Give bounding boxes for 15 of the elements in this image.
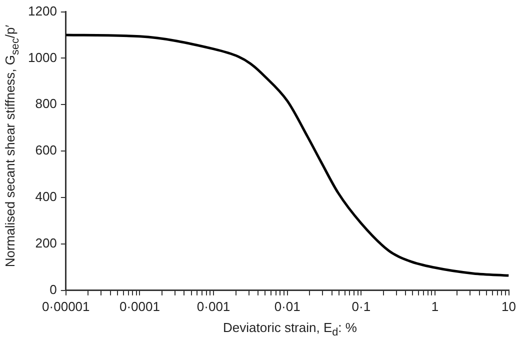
y-tick-label: 200 bbox=[35, 236, 57, 251]
x-tick-label: 0·001 bbox=[196, 298, 230, 314]
y-tick-label: 0 bbox=[50, 282, 57, 297]
x-tick-label: 0·1 bbox=[352, 298, 371, 314]
x-tick-label: 1 bbox=[431, 298, 439, 314]
x-tick-label: 0·01 bbox=[274, 298, 300, 314]
y-tick-label: 800 bbox=[35, 96, 57, 112]
y-tick-label: 1000 bbox=[28, 50, 57, 65]
x-tick-label: 0·0001 bbox=[119, 298, 160, 314]
y-tick-label: 1200 bbox=[28, 3, 57, 18]
y-tick-label: 400 bbox=[35, 189, 57, 204]
x-tick-label: 10 bbox=[502, 298, 516, 314]
x-tick-label: 0·00001 bbox=[42, 298, 90, 314]
x-axis-title: Deviatoric strain, E$_{d}$: % bbox=[222, 320, 358, 339]
y-tick-label: 600 bbox=[35, 142, 57, 158]
